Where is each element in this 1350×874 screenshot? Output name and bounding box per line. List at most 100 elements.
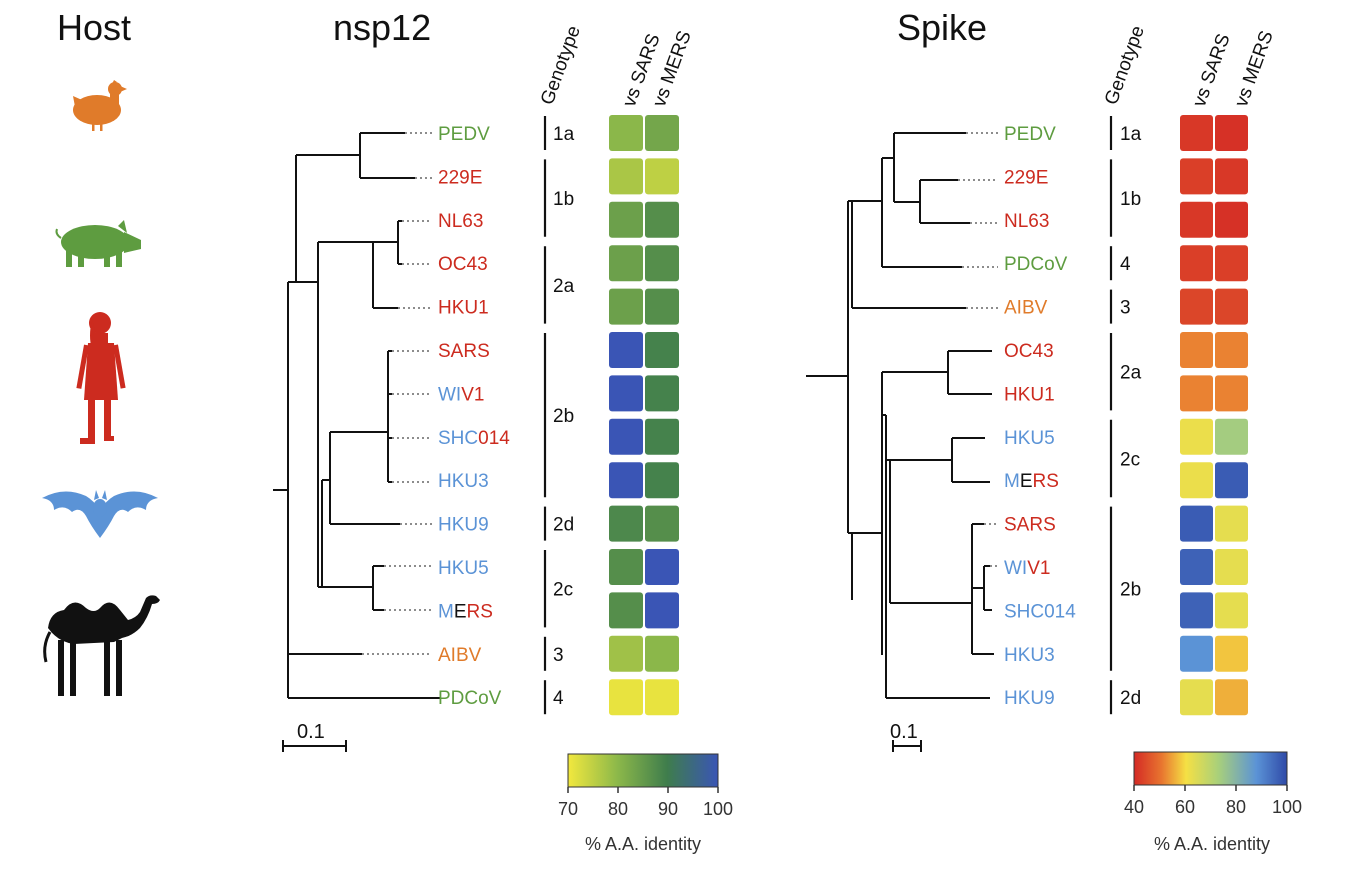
genotype-label: 2a	[553, 276, 575, 297]
spike-vs-mers-header: vs MERS	[1231, 28, 1278, 110]
nsp12-colorbar: 70 80 90 100 % A.A. identity	[558, 753, 733, 854]
heatmap-cell-vs-sars	[1180, 288, 1213, 325]
heatmap-cell-vs-sars	[1180, 418, 1213, 455]
genotype-label: 2b	[1120, 580, 1141, 601]
heatmap-cell-vs-mers	[1215, 245, 1248, 282]
leaf-label: HKU3	[438, 471, 489, 492]
heatmap-cell-vs-mers	[1215, 201, 1248, 238]
heatmap-cell-vs-sars	[609, 418, 643, 455]
leaf-label-part: HKU3	[1004, 645, 1055, 666]
heatmap-cell-vs-mers	[1215, 635, 1248, 672]
heatmap-cell-vs-mers	[645, 158, 679, 195]
heatmap-cell-vs-sars	[609, 549, 643, 585]
spike-column-headers: Genotype vs SARS vs MERS	[1101, 23, 1278, 110]
genotype-label: 2d	[553, 515, 574, 536]
leaf-label-part: HKU9	[1004, 688, 1055, 709]
host-title: Host	[57, 7, 131, 48]
leaf-label: OC43	[438, 254, 488, 275]
heatmap-cell-vs-sars	[1180, 505, 1213, 542]
spike-genotype-header: Genotype	[1101, 23, 1149, 108]
heatmap-cell-vs-mers	[1215, 549, 1248, 585]
heatmap-cell-vs-sars	[609, 201, 643, 238]
heatmap-cell-vs-sars	[609, 462, 643, 499]
genotype-label: 1b	[1120, 189, 1141, 210]
colorbar-tick-label: 90	[658, 799, 678, 819]
leaf-label-part: NL63	[1004, 211, 1049, 232]
leaf-label: OC43	[1004, 341, 1054, 362]
genotype-label: 3	[1120, 298, 1131, 319]
leaf-label: 229E	[1004, 167, 1048, 188]
leaf-label: PDCoV	[1004, 254, 1068, 275]
leaf-label: WIV1	[438, 384, 484, 405]
leaf-label: HKU9	[438, 515, 489, 536]
spike-scale-label: 0.1	[890, 721, 918, 743]
leaf-label-part: HKU5	[438, 558, 489, 579]
heatmap-cell-vs-sars	[1180, 592, 1213, 629]
spike-heatmap	[1180, 115, 1248, 716]
heatmap-cell-vs-mers	[1215, 679, 1248, 716]
leaf-label-part: HKU9	[438, 515, 489, 536]
leaf-label-part: WI	[1004, 558, 1027, 579]
heatmap-cell-vs-sars	[1180, 115, 1213, 151]
spike-genotype-brackets: 1a 1b 4 3 2a 2c 2b 2d	[1109, 116, 1142, 715]
heatmap-cell-vs-sars	[609, 245, 643, 282]
genotype-label: 2b	[553, 406, 574, 427]
spike-tree	[806, 132, 998, 699]
nsp12-genotype-brackets: 1a 1b 2a 2b 2d 2c 3 4	[543, 116, 575, 715]
leaf-label-part: RS	[467, 601, 493, 622]
nsp12-genotype-header: Genotype	[537, 23, 585, 108]
colorbar-tick-label: 100	[703, 799, 733, 819]
heatmap-cell-vs-mers	[1215, 288, 1248, 325]
leaf-label: HKU5	[438, 558, 489, 579]
leaf-label-part: SHC014	[1004, 601, 1076, 622]
leaf-label: MERS	[438, 601, 493, 622]
colorbar-tick-label: 80	[1226, 797, 1246, 817]
heatmap-cell-vs-mers	[645, 245, 679, 282]
leaf-label-part: OC43	[438, 254, 488, 275]
leaf-label-part: HKU1	[1004, 384, 1055, 405]
leaf-label: NL63	[438, 211, 483, 232]
leaf-label-part: M	[1004, 471, 1020, 492]
heatmap-cell-vs-mers	[645, 201, 679, 238]
nsp12-panel: nsp12	[273, 7, 733, 854]
heatmap-cell-vs-sars	[609, 679, 643, 716]
heatmap-cell-vs-mers	[1215, 158, 1248, 195]
host-column: Host	[42, 7, 160, 696]
heatmap-cell-vs-mers	[1215, 462, 1248, 499]
heatmap-cell-vs-mers	[645, 549, 679, 585]
genotype-label: 2c	[553, 580, 573, 601]
leaf-label-part: NL63	[438, 211, 483, 232]
heatmap-cell-vs-sars	[1180, 549, 1213, 585]
spike-leaf-labels: PEDV 229E NL63 PDCoV AIBV OC43 HKU1 HKU5 MERS SAR…	[1004, 124, 1076, 709]
heatmap-cell-vs-sars	[1180, 201, 1213, 238]
leaf-label-part: AIBV	[1004, 298, 1048, 319]
leaf-label: HKU1	[1004, 384, 1055, 405]
spike-colorbar-gradient	[1133, 751, 1288, 786]
leaf-label: WIV1	[1004, 558, 1050, 579]
genotype-label: 1a	[1120, 124, 1142, 145]
heatmap-cell-vs-sars	[1180, 679, 1213, 716]
heatmap-cell-vs-sars	[1180, 462, 1213, 499]
heatmap-cell-vs-mers	[645, 115, 679, 151]
heatmap-cell-vs-sars	[609, 505, 643, 542]
colorbar-tick-label: 70	[558, 799, 578, 819]
leaf-label-part: SHC	[438, 428, 478, 449]
nsp12-colorbar-ticks: 70 80 90 100	[558, 787, 733, 819]
leaf-label-part: HKU1	[438, 298, 489, 319]
leaf-label-part: RS	[1033, 471, 1059, 492]
spike-title: Spike	[897, 7, 987, 48]
chicken-icon	[73, 80, 127, 131]
spike-colorbar-label: % A.A. identity	[1154, 834, 1270, 854]
nsp12-heatmap	[609, 115, 679, 716]
heatmap-cell-vs-sars	[1180, 635, 1213, 672]
leaf-label: PEDV	[438, 124, 490, 145]
leaf-label: PDCoV	[438, 688, 502, 709]
leaf-label: AIBV	[438, 645, 482, 666]
nsp12-colorbar-label: % A.A. identity	[585, 834, 701, 854]
pig-icon	[55, 220, 141, 267]
colorbar-tick-label: 80	[608, 799, 628, 819]
spike-colorbar: 40 60 80 100 % A.A. identity	[1124, 751, 1302, 854]
spike-vs-sars-header: vs SARS	[1189, 31, 1235, 110]
leaf-label-part: V1	[461, 384, 484, 405]
leaf-label: AIBV	[1004, 298, 1048, 319]
